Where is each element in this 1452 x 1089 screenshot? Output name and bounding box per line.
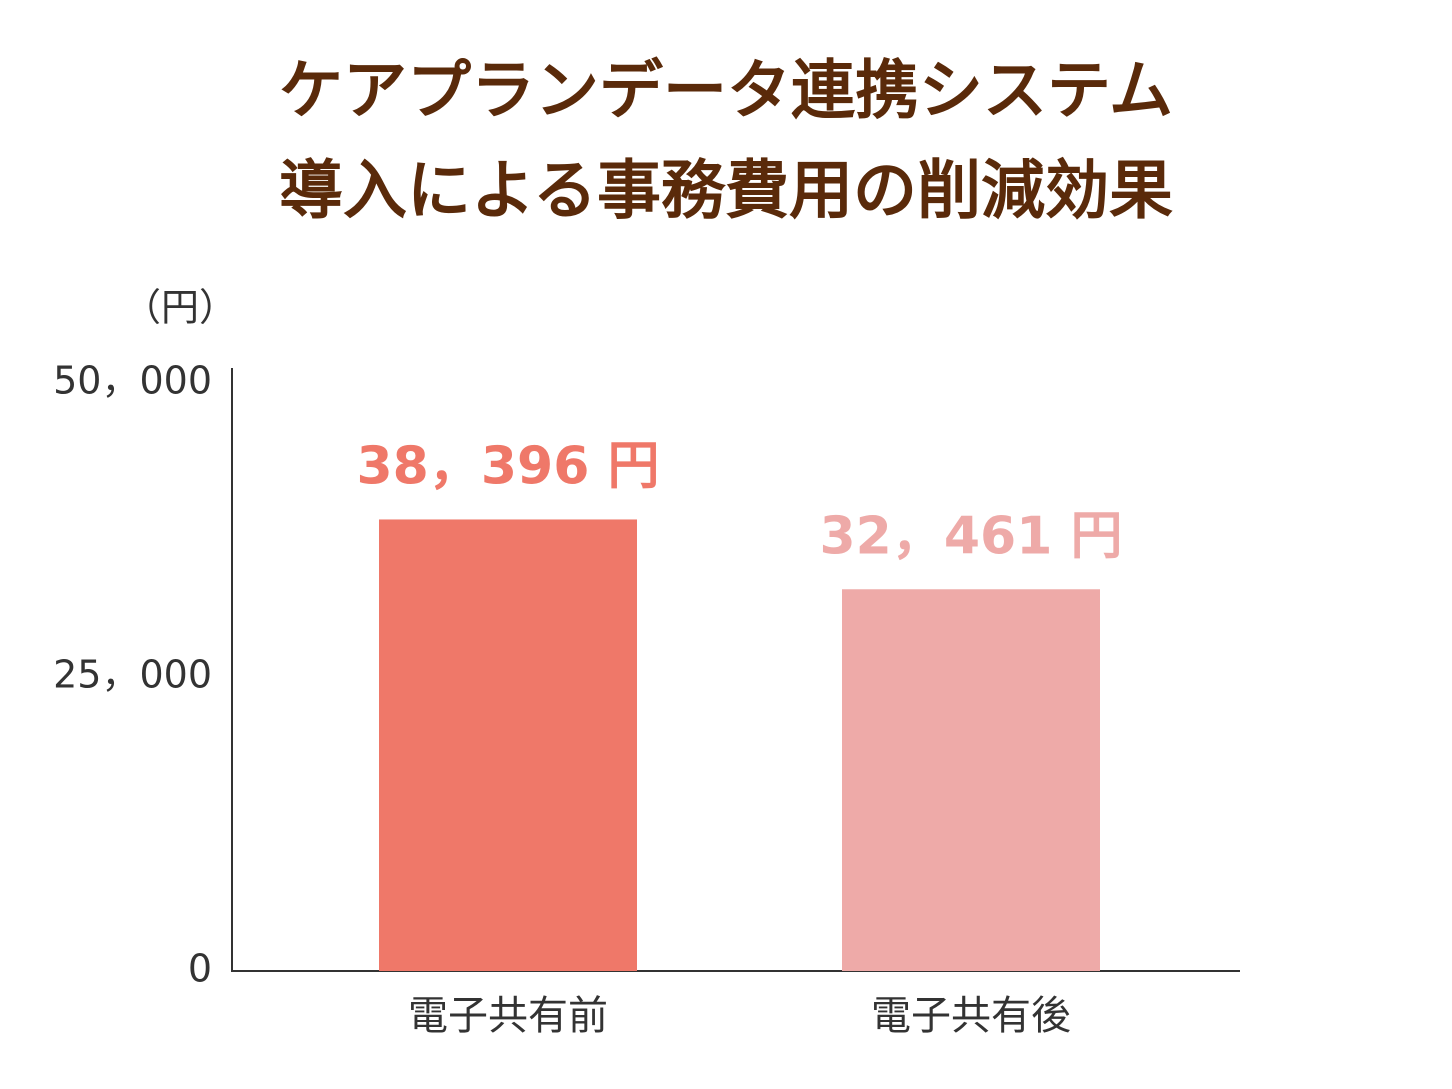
x-tick-label: 電子共有前 (408, 993, 608, 1039)
value-label: 32，461 円 (819, 506, 1122, 566)
y-axis-label: （円） (123, 286, 237, 330)
value-label: 38，396 円 (356, 436, 659, 496)
y-tick-label: 50，000 (53, 359, 212, 403)
x-tick-label: 電子共有後 (871, 993, 1071, 1039)
chart-title: ケアプランデータ連携システム (279, 55, 1173, 129)
y-tick-label: 25，000 (53, 653, 212, 697)
bar (842, 589, 1100, 971)
bar (379, 519, 637, 971)
chart-title: 導入による事務費用の削減効果 (279, 155, 1173, 229)
y-tick-label: 0 (188, 947, 212, 991)
